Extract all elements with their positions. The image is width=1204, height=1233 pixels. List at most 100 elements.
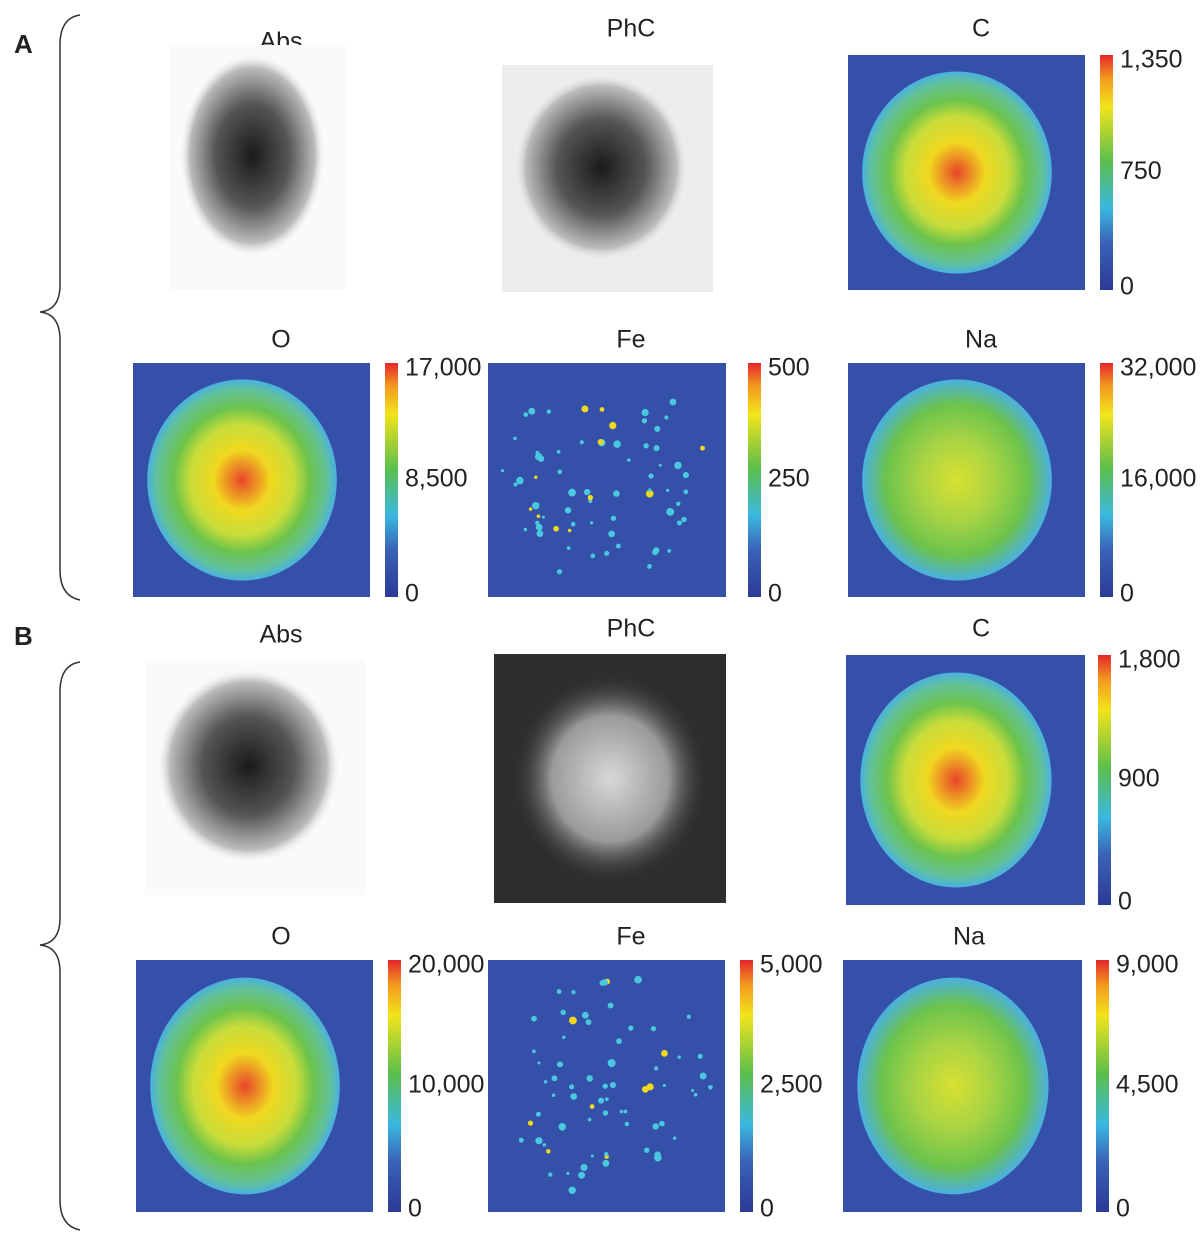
element-spot	[556, 989, 562, 994]
element-spot	[534, 452, 543, 461]
element-spot	[568, 1186, 576, 1194]
element-spot	[609, 421, 617, 430]
image-title: C	[972, 15, 990, 43]
element-spot	[648, 488, 652, 492]
colorbar-tick-label: 1,350	[1120, 46, 1183, 74]
element-spot	[683, 489, 689, 495]
element-spot	[652, 1123, 659, 1130]
element-spot	[659, 1120, 665, 1127]
cell-map	[147, 379, 337, 581]
element-spot	[568, 488, 576, 497]
colorbar	[1100, 55, 1113, 290]
element-spot	[654, 425, 661, 432]
element-spot	[708, 1084, 713, 1090]
element-spot	[604, 550, 610, 556]
element-spot	[585, 1019, 592, 1026]
colorbar	[388, 960, 401, 1212]
element-spot	[531, 1015, 537, 1022]
image-title: Na	[953, 923, 985, 951]
element-spot	[562, 1035, 566, 1040]
element-spot	[686, 1014, 691, 1019]
element-spot	[616, 1038, 622, 1045]
element-spot	[500, 469, 505, 473]
element-spot	[528, 507, 533, 511]
panel-label: A	[14, 29, 33, 59]
element-spot	[587, 494, 594, 501]
element-spot	[553, 525, 559, 532]
element-spot	[601, 979, 608, 986]
element-spot	[623, 1109, 628, 1114]
element-spot	[608, 530, 615, 538]
element-spot	[557, 469, 563, 475]
element-spot	[666, 507, 675, 516]
colorbar-tick-label: 0	[1120, 273, 1134, 301]
element-spot	[590, 1154, 594, 1158]
element-spot	[534, 475, 538, 479]
element-spot	[528, 407, 536, 415]
colorbar	[1098, 655, 1111, 905]
element-spot	[634, 975, 642, 984]
element-spot	[602, 1083, 608, 1089]
colorbar	[1100, 363, 1113, 597]
element-spot	[527, 1120, 534, 1126]
element-spot	[676, 520, 682, 526]
element-spot	[513, 482, 518, 487]
brace	[39, 14, 81, 601]
image-title: O	[271, 326, 290, 354]
element-spot	[536, 514, 541, 519]
colorbar-tick-label: 0	[760, 1195, 774, 1223]
element-spot	[598, 1097, 605, 1104]
element-spot	[654, 1153, 662, 1162]
colorbar	[1096, 960, 1109, 1212]
element-spot	[581, 1011, 589, 1019]
element-spot	[556, 449, 561, 454]
element-spot	[518, 1137, 524, 1143]
element-spot	[590, 553, 596, 559]
element-spot	[589, 1104, 595, 1109]
element-spot	[586, 1075, 593, 1082]
colorbar-tick-label: 0	[768, 580, 782, 608]
element-spot	[658, 463, 662, 467]
element-spot	[615, 543, 621, 549]
element-spot	[546, 409, 552, 414]
cell-map	[857, 977, 1049, 1195]
element-spot	[605, 1097, 609, 1101]
element-spot	[666, 488, 670, 493]
element-spot	[579, 440, 584, 445]
element-spot	[532, 502, 540, 510]
colorbar	[748, 363, 761, 597]
cell-map	[860, 672, 1052, 888]
colorbar-tick-label: 750	[1120, 157, 1162, 185]
colorbar-tick-label: 1,800	[1118, 646, 1181, 674]
element-spot	[700, 445, 705, 451]
element-spot	[566, 1171, 570, 1175]
element-spot	[676, 501, 681, 506]
colorbar-tick-label: 4,500	[1116, 1071, 1179, 1099]
element-spot	[583, 488, 591, 496]
element-spot	[580, 1164, 588, 1172]
element-spot	[570, 521, 576, 527]
element-spot	[667, 548, 672, 553]
cell-image	[156, 667, 341, 865]
image-title: Na	[965, 326, 997, 354]
colorbar-tick-label: 0	[408, 1195, 422, 1223]
colorbar	[385, 363, 398, 597]
element-spot	[551, 1075, 558, 1082]
element-spot	[613, 440, 621, 448]
element-spot	[654, 1066, 659, 1071]
image-title: Fe	[616, 326, 645, 354]
element-spot	[613, 490, 620, 497]
element-spot	[569, 1016, 577, 1025]
image-background	[488, 363, 726, 597]
cell-map	[862, 379, 1052, 581]
colorbar-tick-label: 32,000	[1120, 354, 1196, 382]
element-spot	[587, 1117, 592, 1122]
colorbar-tick-label: 0	[1120, 580, 1134, 608]
element-spot	[602, 1110, 609, 1116]
element-spot	[624, 1121, 630, 1127]
element-spot	[599, 407, 605, 412]
colorbar	[740, 960, 753, 1212]
cell-map	[150, 977, 340, 1195]
element-spot	[578, 1171, 586, 1179]
image-title: PhC	[607, 15, 656, 43]
